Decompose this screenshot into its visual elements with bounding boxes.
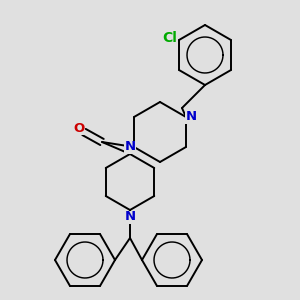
Text: N: N [124, 140, 136, 154]
Text: N: N [185, 110, 197, 124]
Text: Cl: Cl [163, 31, 178, 45]
Text: O: O [74, 122, 85, 134]
Text: N: N [124, 211, 136, 224]
